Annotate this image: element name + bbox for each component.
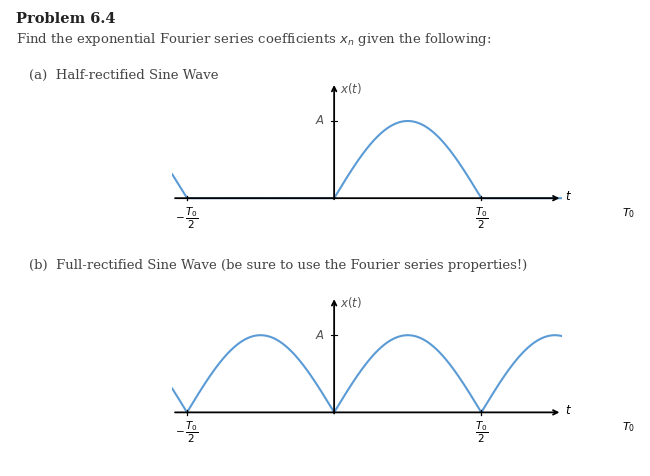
Text: Problem 6.4: Problem 6.4 [16,12,116,26]
Text: $A$: $A$ [315,115,325,128]
Text: $T_0$: $T_0$ [622,206,635,220]
Text: $\dfrac{T_0}{2}$: $\dfrac{T_0}{2}$ [474,206,488,231]
Text: $-\,\dfrac{T_0}{2}$: $-\,\dfrac{T_0}{2}$ [175,206,199,231]
Text: (a)  Half-rectified Sine Wave: (a) Half-rectified Sine Wave [29,69,219,82]
Text: $A$: $A$ [315,329,325,342]
Text: $-\,\dfrac{T_0}{2}$: $-\,\dfrac{T_0}{2}$ [175,420,199,445]
Text: $T_0$: $T_0$ [622,420,635,434]
Text: Find the exponential Fourier series coefficients $x_n$ given the following:: Find the exponential Fourier series coef… [16,31,492,48]
Text: (b)  Full-rectified Sine Wave (be sure to use the Fourier series properties!): (b) Full-rectified Sine Wave (be sure to… [29,259,528,272]
Text: $\dfrac{T_0}{2}$: $\dfrac{T_0}{2}$ [474,420,488,445]
Text: $x(t)$: $x(t)$ [340,81,362,96]
Text: $x(t)$: $x(t)$ [340,295,362,310]
Text: $t$: $t$ [565,404,571,417]
Text: $t$: $t$ [565,190,571,203]
